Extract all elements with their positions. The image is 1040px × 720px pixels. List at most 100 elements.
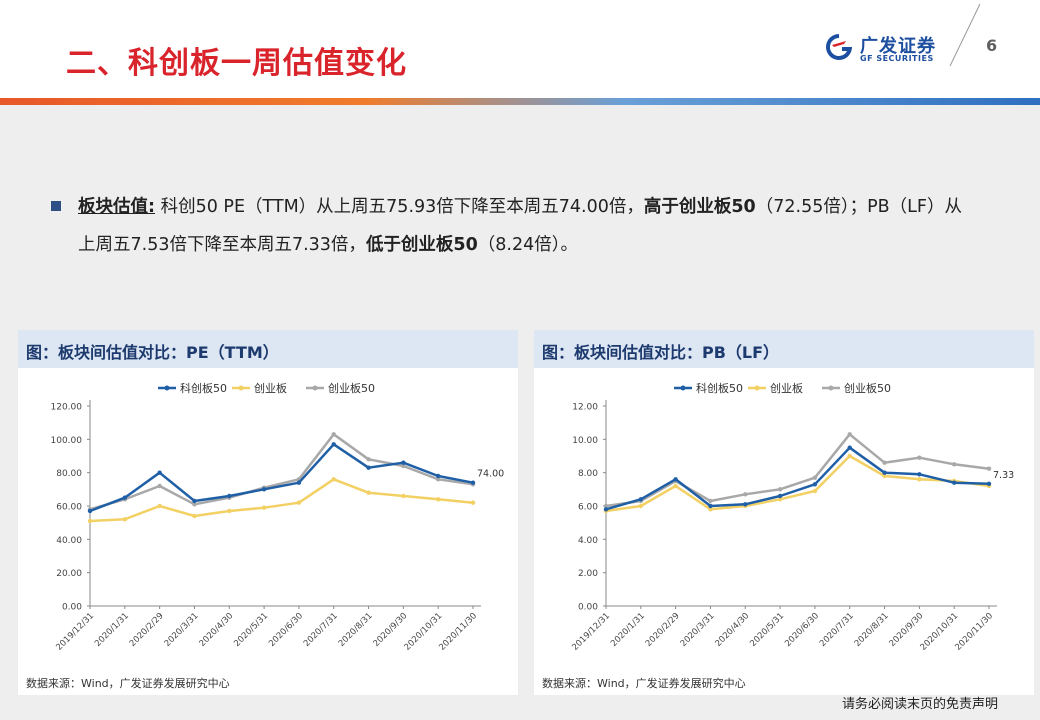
y-tick-label: 10.00 bbox=[572, 436, 598, 446]
x-tick-label: 2020/8/31 bbox=[853, 611, 891, 649]
x-tick-label: 2020/8/31 bbox=[337, 611, 375, 649]
end-value-label: 74.00 bbox=[477, 469, 504, 480]
legend-label: 创业板50 bbox=[328, 381, 375, 395]
y-tick-label: 8.00 bbox=[578, 469, 598, 479]
series-point bbox=[673, 483, 678, 489]
x-tick-label: 2020/5/31 bbox=[232, 611, 270, 649]
series-line bbox=[605, 454, 990, 513]
pe-line-chart: 科创板50 创业板 创业板50 0.00 20.00 40.00 60.00 80.00 100… bbox=[51, 381, 505, 653]
series-point bbox=[227, 493, 232, 499]
legend-item: 创业板 bbox=[232, 381, 287, 395]
series-point bbox=[470, 480, 476, 485]
pb-chart-header: 图：板块间估值对比：PB（LF） bbox=[534, 330, 1034, 368]
series-point bbox=[986, 466, 992, 471]
end-value-label: 7.33 bbox=[993, 470, 1014, 481]
series-point bbox=[261, 487, 267, 492]
y-tick-label: 4.00 bbox=[578, 536, 598, 546]
series-point bbox=[331, 442, 336, 447]
series-point bbox=[366, 457, 371, 462]
series-point bbox=[743, 492, 748, 497]
series-point bbox=[847, 432, 852, 437]
pe-chart-source: 数据来源：Wind，广发证券发展研究中心 bbox=[26, 677, 230, 690]
series-point bbox=[192, 502, 197, 507]
series-point bbox=[366, 465, 371, 470]
x-tick-label: 2020/5/31 bbox=[748, 611, 786, 649]
series-point bbox=[157, 483, 162, 489]
legend-marker bbox=[828, 385, 834, 391]
series-point bbox=[435, 477, 441, 482]
x-tick-label: 2020/7/31 bbox=[818, 611, 856, 649]
series-point bbox=[917, 455, 922, 460]
series-point bbox=[192, 498, 197, 504]
pb-chart-title: 图：板块间估值对比：PB（LF） bbox=[542, 343, 780, 362]
series-point bbox=[951, 462, 957, 467]
series-point bbox=[847, 453, 852, 459]
series-point bbox=[401, 463, 406, 469]
series-point bbox=[917, 477, 922, 482]
y-tick-label: 120.00 bbox=[51, 403, 83, 413]
series-point bbox=[470, 500, 476, 505]
series-point bbox=[122, 517, 128, 522]
series-point bbox=[157, 470, 162, 475]
pe-chart-header: 图：板块间估值对比：PE（TTM） bbox=[18, 330, 518, 368]
legend-marker bbox=[238, 385, 244, 391]
x-tick-label: 2019/12/31 bbox=[54, 611, 96, 653]
summary-text-1: 科创50 PE（TTM）从上周五75.93倍下降至本周五74.00倍， bbox=[155, 197, 644, 217]
series-point bbox=[296, 500, 302, 505]
legend-marker bbox=[754, 385, 760, 391]
legend-item: 创业板 bbox=[748, 381, 803, 395]
y-tick-label: 0.00 bbox=[578, 603, 598, 613]
legend-label: 创业板 bbox=[770, 381, 803, 395]
legend-label: 创业板 bbox=[254, 381, 287, 395]
legend-label: 科创板50 bbox=[696, 381, 743, 395]
y-tick-label: 60.00 bbox=[56, 503, 82, 513]
series-point bbox=[673, 477, 678, 482]
series-point bbox=[192, 513, 197, 519]
series-point bbox=[812, 482, 818, 487]
page-number: 6 bbox=[986, 36, 998, 55]
series-point bbox=[917, 472, 922, 477]
series-point bbox=[87, 518, 93, 524]
series-point bbox=[882, 473, 887, 479]
y-tick-label: 40.00 bbox=[56, 536, 82, 546]
y-tick-label: 2.00 bbox=[578, 569, 598, 579]
summary-text-2: （72.55倍）；PB（LF）从上周五7.53倍下降至本周五7.33倍， bbox=[78, 197, 962, 255]
y-tick-label: 6.00 bbox=[578, 503, 598, 513]
y-tick-label: 100.00 bbox=[51, 436, 83, 446]
x-tick-label: 2020/3/31 bbox=[679, 611, 717, 649]
series-point bbox=[331, 432, 336, 437]
series-line bbox=[89, 478, 474, 523]
series-line bbox=[605, 433, 990, 508]
x-tick-label: 2020/4/30 bbox=[197, 611, 235, 649]
series-point bbox=[638, 497, 644, 502]
pe-chart-title: 图：板块间估值对比：PE（TTM） bbox=[26, 343, 279, 362]
series-point bbox=[847, 445, 852, 450]
x-tick-label: 2020/1/31 bbox=[93, 611, 131, 649]
x-tick-label: 2020/1/31 bbox=[609, 611, 647, 649]
series-point bbox=[435, 473, 441, 479]
series-point bbox=[708, 498, 713, 504]
series-point bbox=[638, 503, 644, 509]
legend-item: 科创板50 bbox=[158, 381, 227, 395]
series-point bbox=[882, 470, 887, 475]
series-point bbox=[951, 480, 957, 485]
series-line bbox=[89, 433, 474, 511]
pb-chart-source: 数据来源：Wind，广发证券发展研究中心 bbox=[542, 677, 746, 690]
series-point bbox=[882, 460, 887, 465]
disclaimer-text: 请务必阅读末页的免责声明 bbox=[842, 697, 999, 712]
legend-item: 创业板50 bbox=[306, 381, 375, 395]
y-tick-label: 12.00 bbox=[572, 403, 598, 413]
legend-marker bbox=[164, 385, 170, 391]
summary-text-3: （8.24倍）。 bbox=[477, 235, 579, 255]
summary-label: 板块估值: bbox=[78, 197, 155, 217]
summary-bold-1: 高于创业板50 bbox=[643, 197, 756, 217]
legend-label: 创业板50 bbox=[844, 381, 891, 395]
legend-marker bbox=[312, 385, 318, 391]
x-tick-label: 2020/6/30 bbox=[267, 611, 305, 649]
series-point bbox=[603, 507, 609, 512]
series-point bbox=[296, 480, 302, 485]
series-point bbox=[777, 487, 783, 492]
series-point bbox=[708, 507, 713, 512]
series-point bbox=[435, 497, 441, 502]
y-tick-label: 80.00 bbox=[56, 469, 82, 479]
